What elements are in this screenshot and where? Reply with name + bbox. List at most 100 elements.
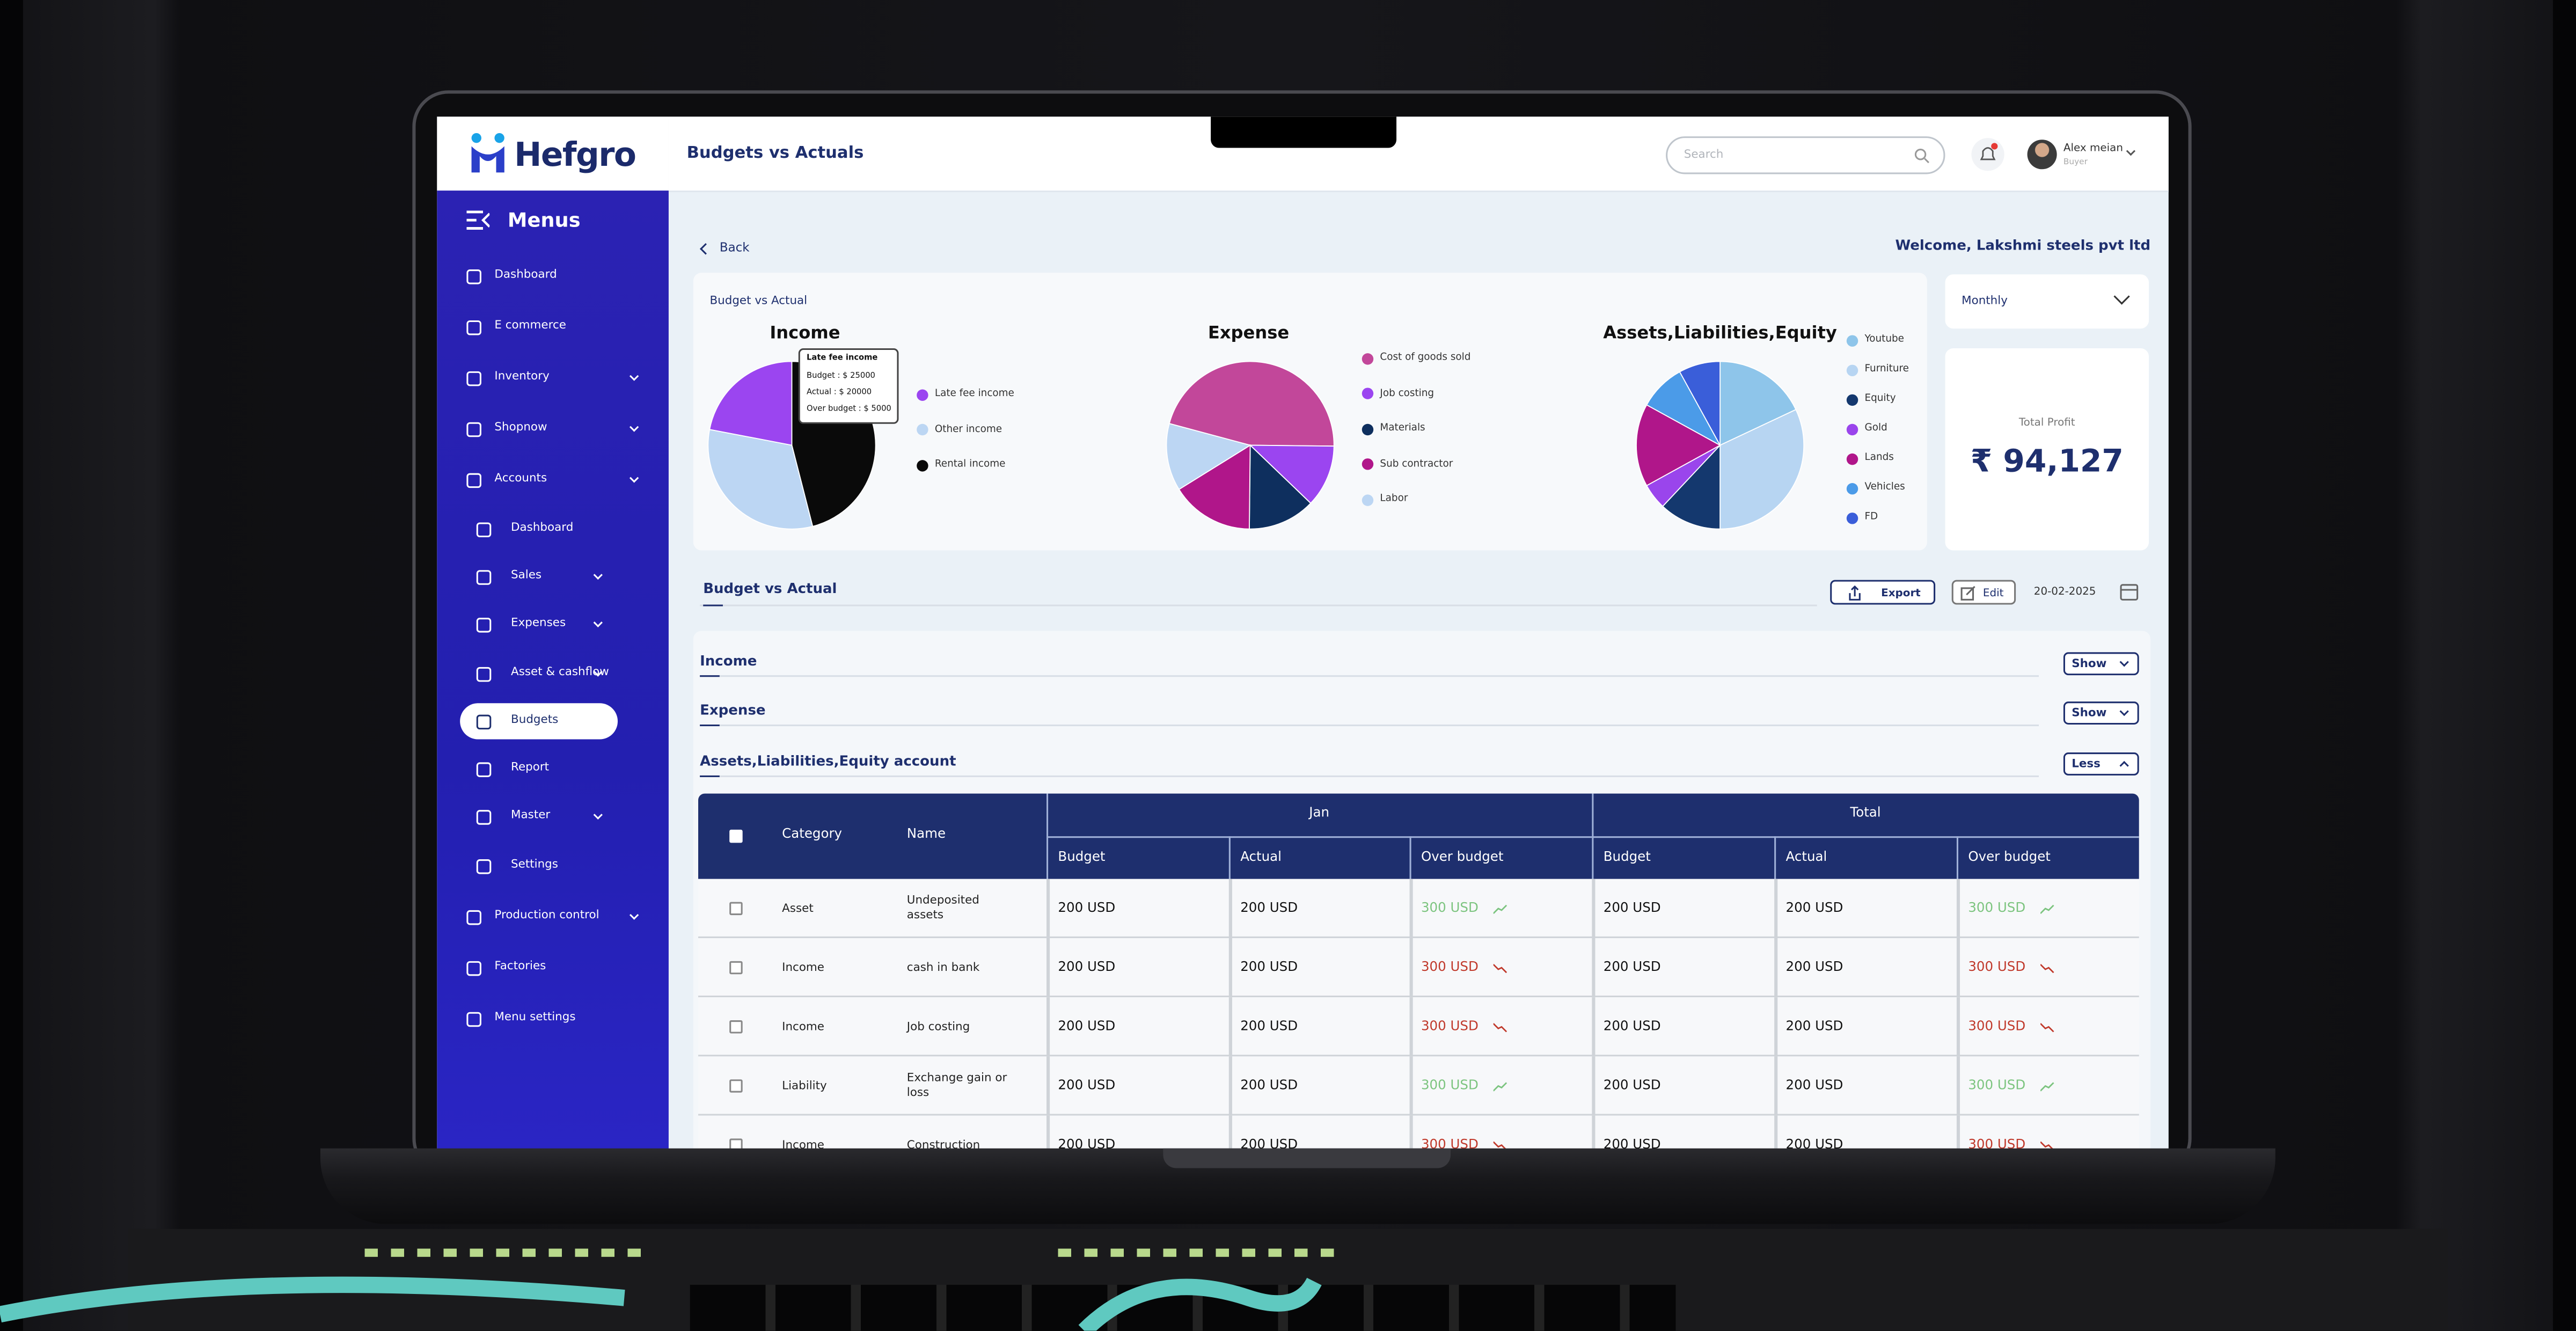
value-cell: 200 USD <box>1785 1137 1843 1150</box>
menu-label: Shopnow <box>494 420 547 434</box>
legend-dot <box>917 459 928 471</box>
cell-border <box>1228 879 1232 938</box>
legend-label: Vehicles <box>1864 481 1905 493</box>
cell-border <box>1956 938 1959 998</box>
trend-line <box>1493 963 1507 974</box>
toggle-text: Less <box>2072 757 2101 771</box>
group-header: Jan <box>1309 805 1330 820</box>
table-row <box>698 1056 2139 1116</box>
section-toggle[interactable]: Show <box>2063 652 2139 676</box>
menu-label: Expenses <box>511 616 566 630</box>
active-pill <box>460 703 618 740</box>
menu-icon <box>476 714 492 730</box>
value-cell: 300 USD <box>1968 959 2026 975</box>
row-checkbox[interactable] <box>729 902 743 916</box>
table-row <box>698 879 2139 938</box>
cell-border <box>1592 1115 1594 1150</box>
cell-border <box>1046 1056 1049 1116</box>
section-toggle[interactable]: Show <box>2063 701 2139 725</box>
menu-item[interactable]: Menu settings <box>437 1000 669 1036</box>
cell-border <box>1592 879 1594 938</box>
legend-label: Labor <box>1380 493 1408 504</box>
edit-button[interactable]: Edit <box>1951 580 2016 605</box>
trend-icon <box>1493 1023 1507 1033</box>
name-cell: Exchange gain or loss <box>906 1071 1007 1099</box>
avatar <box>2027 140 2057 170</box>
menu-item[interactable]: Production control <box>437 898 669 934</box>
legend-label: Cost of goods sold <box>1380 352 1471 363</box>
column-header: Name <box>906 826 946 842</box>
cell-border <box>1774 1115 1777 1150</box>
logo-dot <box>494 133 504 143</box>
menu-label: Factories <box>494 959 546 973</box>
menu-label: Report <box>511 760 550 774</box>
menu-item[interactable]: Master <box>437 799 669 835</box>
cell-border <box>1228 938 1232 998</box>
rack-rail <box>2553 0 2576 1331</box>
toolbar-title: Budget vs Actual <box>703 581 837 598</box>
value-cell: 200 USD <box>1603 1137 1661 1150</box>
menu-item[interactable]: Accounts <box>437 462 669 498</box>
notification-button[interactable] <box>1971 138 2004 171</box>
trend-line <box>2040 963 2054 974</box>
menu-item[interactable]: Dashboard <box>437 258 669 294</box>
legend-dot <box>1846 364 1858 376</box>
menu-item[interactable]: Inventory <box>437 360 669 396</box>
value-cell: 200 USD <box>1785 959 1843 975</box>
menu-label: Inventory <box>494 369 550 383</box>
legend-dot <box>1846 482 1858 494</box>
tooltip-line: Budget : $ 25000 <box>807 372 875 382</box>
row-checkbox[interactable] <box>729 1138 743 1150</box>
menu-item[interactable]: Dashboard <box>437 511 669 547</box>
menu-icon <box>476 667 492 682</box>
menu-item[interactable]: Budgets <box>437 703 669 740</box>
legend-label: Youtube <box>1864 333 1904 345</box>
export-button[interactable]: Export <box>1830 580 1936 605</box>
menu-icon <box>466 1012 481 1027</box>
period-select[interactable]: Monthly <box>1945 274 2149 329</box>
back-link[interactable]: Back <box>697 238 762 260</box>
screen: Hefgro Budgets vs Actuals Search Alex me… <box>437 116 2169 1150</box>
row-checkbox[interactable] <box>729 1079 743 1093</box>
menu-item[interactable]: Asset & cashflow <box>437 655 669 691</box>
header-checkbox[interactable] <box>729 829 743 843</box>
bell-icon <box>1980 143 1998 160</box>
column-border <box>1774 836 1776 879</box>
menu-item[interactable]: Factories <box>437 949 669 985</box>
user-menu[interactable]: Alex meian Buyer <box>2021 133 2152 176</box>
category-cell: Asset <box>782 902 814 916</box>
menu-item[interactable]: Settings <box>437 848 669 884</box>
value-cell: 300 USD <box>1968 1078 2026 1093</box>
legend-dot <box>1846 511 1858 523</box>
section-underline <box>700 675 2039 677</box>
section-toggle[interactable]: Less <box>2063 752 2139 776</box>
row-checkbox[interactable] <box>729 961 743 975</box>
value-cell: 200 USD <box>1603 959 1661 975</box>
table-row <box>698 938 2139 998</box>
legend-label: Rental income <box>934 458 1006 470</box>
search-box[interactable]: Search <box>1666 136 1945 174</box>
menu-icon <box>466 961 481 976</box>
trend-line <box>2040 904 2054 915</box>
menu-item[interactable]: Report <box>437 751 669 787</box>
icon-part <box>1966 586 1975 596</box>
legend-label: Job costing <box>1380 386 1435 399</box>
tooltip-title: Late fee income <box>807 355 878 363</box>
legend-dot <box>1362 387 1374 399</box>
calendar-button[interactable] <box>2119 582 2139 602</box>
value-cell: 200 USD <box>1603 1018 1661 1034</box>
value-cell: 200 USD <box>1058 900 1116 916</box>
pie-slice <box>709 361 793 446</box>
menu-item[interactable]: Sales <box>437 559 669 595</box>
cell-border <box>1409 1056 1413 1116</box>
menu-item[interactable]: E commerce <box>437 309 669 345</box>
menu-item[interactable]: Shopnow <box>437 411 669 447</box>
menu-item[interactable]: Expenses <box>437 606 669 642</box>
back-text: Back <box>719 239 750 255</box>
row-checkbox[interactable] <box>729 1020 743 1034</box>
pie-slice <box>1636 404 1722 487</box>
column-border <box>1409 836 1411 879</box>
header: Budgets vs Actuals Search Alex meian Buy… <box>668 116 2169 193</box>
toggle-text: Show <box>2072 706 2107 720</box>
legend-label: Furniture <box>1864 363 1909 375</box>
